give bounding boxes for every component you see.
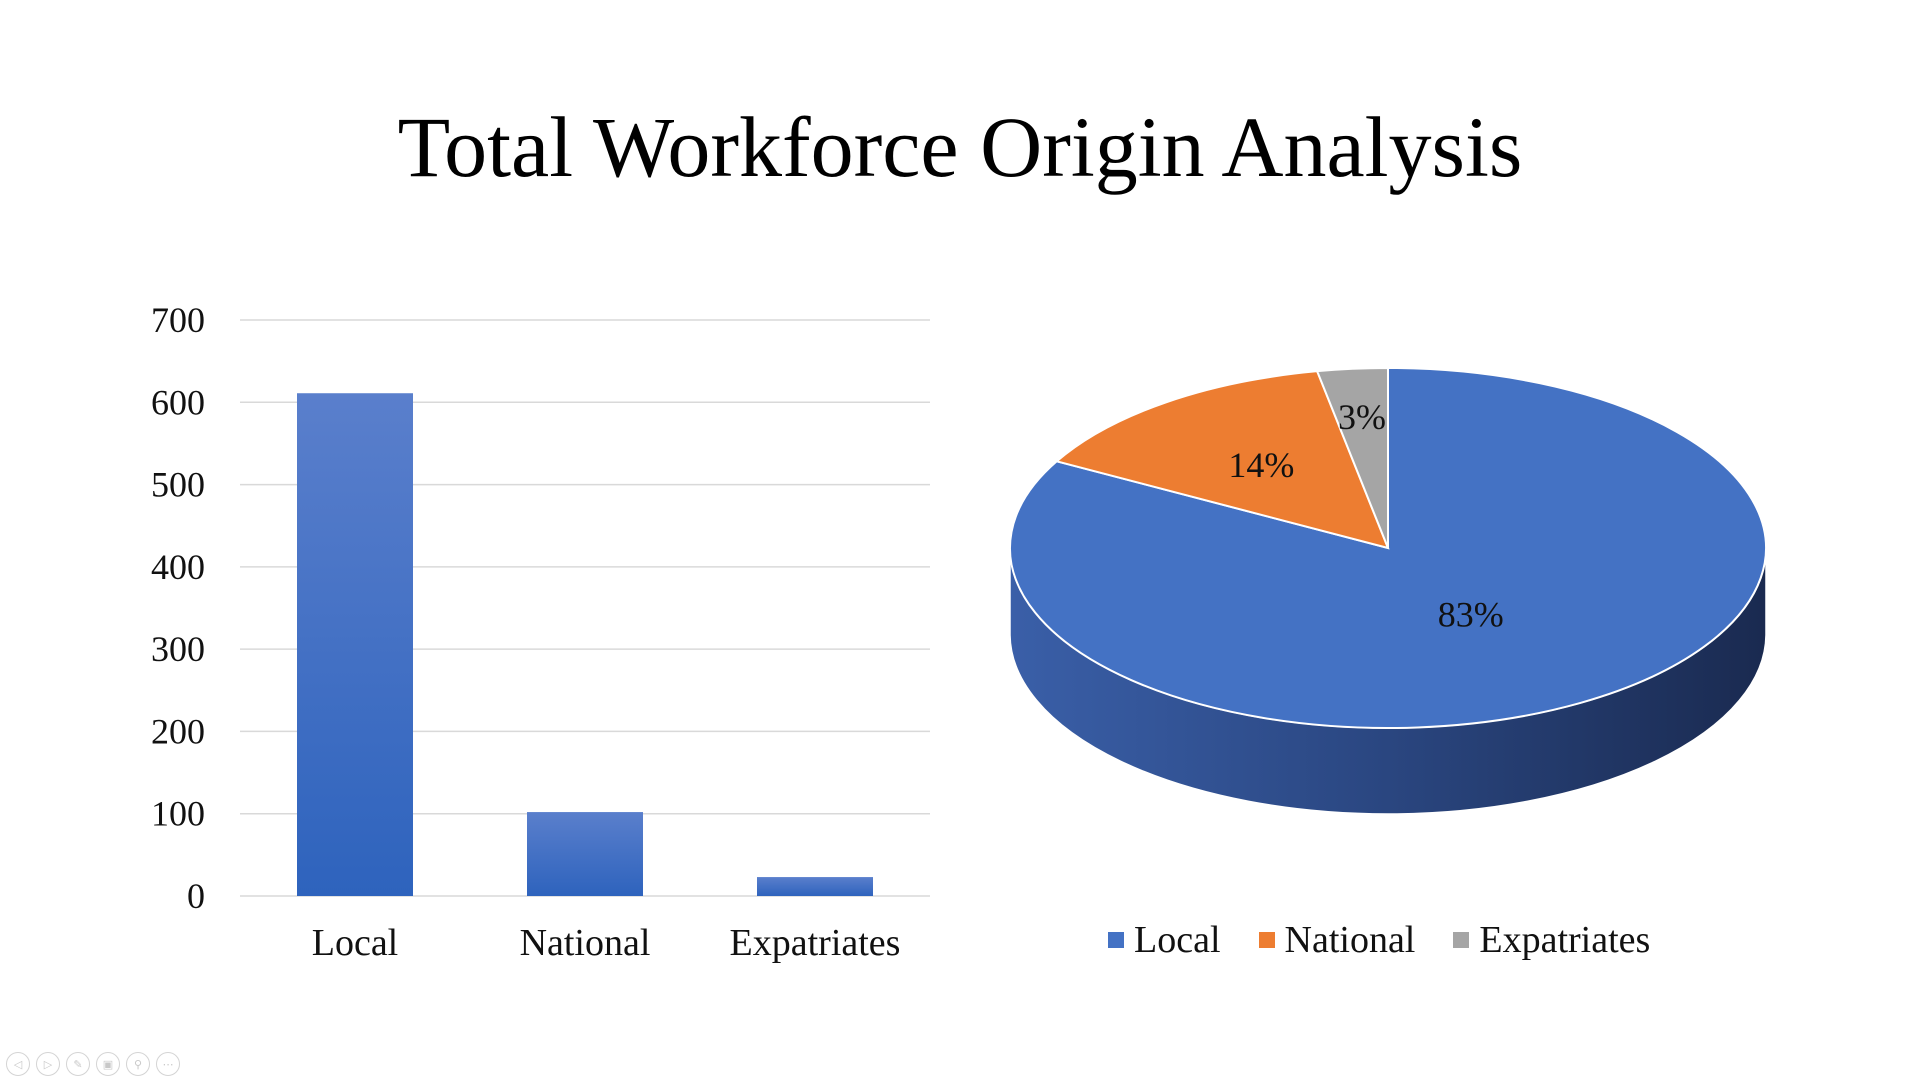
bar-expatriates xyxy=(757,877,873,896)
legend-swatch-national xyxy=(1258,932,1275,948)
legend-swatch-expatriates xyxy=(1453,932,1470,948)
pie-legend: Local National Expatriates xyxy=(1108,918,1650,962)
slide-title: Total Workforce Origin Analysis xyxy=(397,99,1523,195)
slides-icon[interactable]: ▣ xyxy=(96,1052,120,1076)
slideshow-toolbar: ◁ ▷ ✎ ▣ ⚲ ⋯ xyxy=(6,1052,180,1076)
y-tick-label: 700 xyxy=(151,300,205,340)
more-icon[interactable]: ⋯ xyxy=(156,1052,180,1076)
legend-item-local: Local xyxy=(1108,918,1221,962)
y-tick-label: 400 xyxy=(151,547,205,587)
legend-item-national: National xyxy=(1258,918,1416,962)
bar-local xyxy=(297,393,413,896)
y-tick-label: 200 xyxy=(151,711,205,751)
pie-data-label-expatriates: 3% xyxy=(1338,397,1386,437)
y-tick-label: 0 xyxy=(187,876,205,916)
x-category-label: National xyxy=(520,922,651,964)
previous-icon[interactable]: ◁ xyxy=(6,1052,30,1076)
pie-slice-expatriates xyxy=(1315,366,1389,549)
pie-slice-national xyxy=(1054,370,1390,550)
y-tick-label: 100 xyxy=(151,794,205,834)
legend-item-expatriates: Expatriates xyxy=(1453,918,1650,962)
y-tick-label: 500 xyxy=(151,465,205,505)
x-category-label: Local xyxy=(312,922,399,964)
legend-label-national: National xyxy=(1284,919,1416,961)
pie-data-label-national: 14% xyxy=(1228,445,1294,485)
x-category-label: Expatriates xyxy=(730,922,901,964)
next-icon[interactable]: ▷ xyxy=(36,1052,60,1076)
pen-icon[interactable]: ✎ xyxy=(66,1052,90,1076)
bar-national xyxy=(527,812,643,896)
pie-data-label-local: 83% xyxy=(1438,595,1504,635)
zoom-icon[interactable]: ⚲ xyxy=(126,1052,150,1076)
y-tick-label: 300 xyxy=(151,629,205,669)
legend-label-expatriates: Expatriates xyxy=(1479,919,1651,961)
legend-swatch-local xyxy=(1108,932,1124,948)
y-tick-label: 600 xyxy=(151,382,205,422)
legend-label-local: Local xyxy=(1134,919,1221,961)
